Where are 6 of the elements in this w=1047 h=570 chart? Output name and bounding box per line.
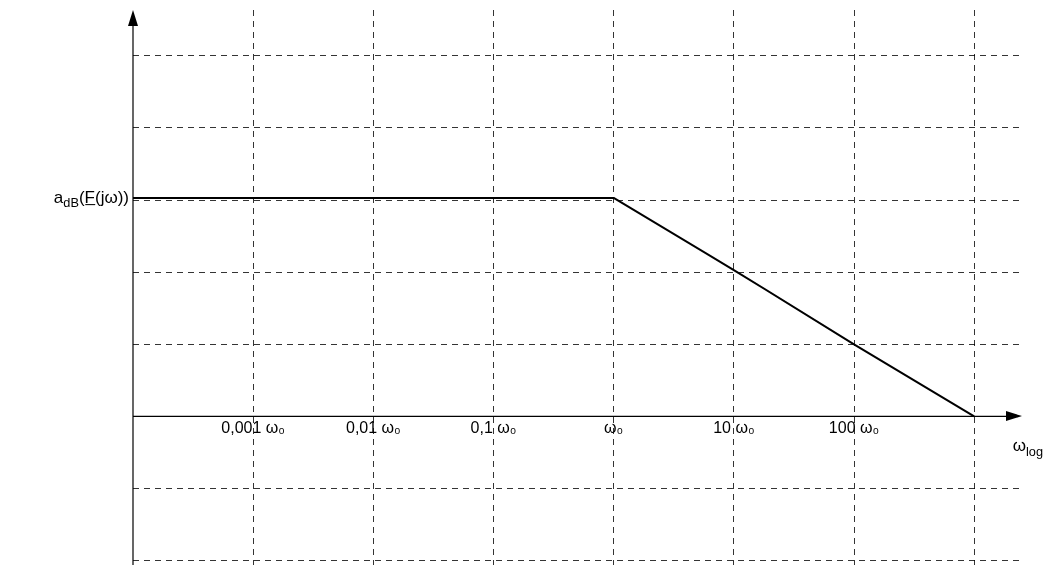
x-tick-label: 0,01 ω₀ bbox=[345, 419, 401, 437]
x-tick-label: 0,001 ω₀ bbox=[221, 419, 285, 437]
x-tick-label: 0,1 ω₀ bbox=[470, 419, 517, 437]
x-tick-label: 100 ω₀ bbox=[828, 419, 880, 437]
x-tick-label: ω₀ bbox=[604, 419, 624, 437]
x-tick-label: 10 ω₀ bbox=[713, 419, 755, 437]
